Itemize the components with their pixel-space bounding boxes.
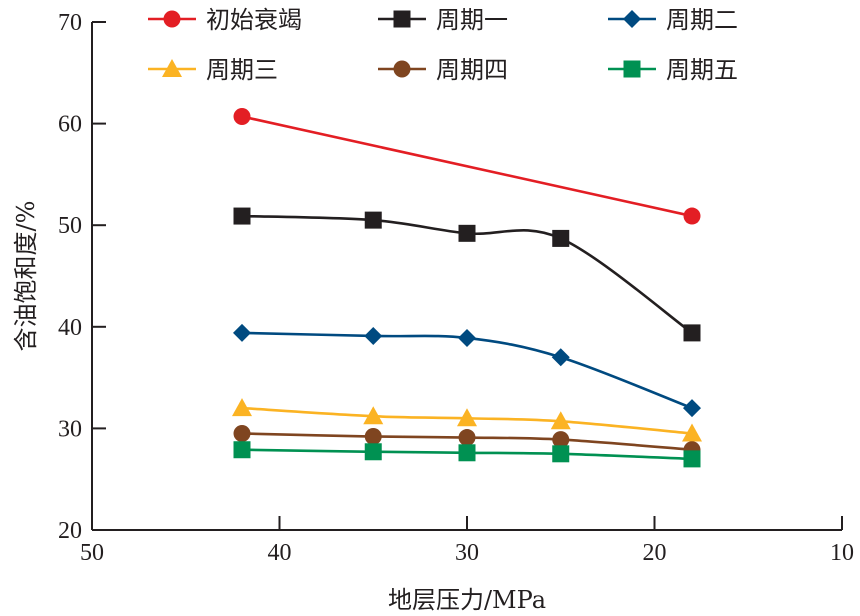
- point-diamond: [683, 399, 701, 418]
- point-diamond: [551, 348, 570, 367]
- point-circle: [552, 431, 570, 449]
- x-tick-label: 50: [80, 540, 104, 566]
- point-triangle: [162, 59, 182, 77]
- legend-item: 周期四: [378, 56, 508, 84]
- legend-item: 周期二: [608, 6, 738, 34]
- axes: 20 30 40 50 60 70 50 40 30 20 10: [58, 10, 854, 566]
- point-diamond: [623, 10, 641, 28]
- legend-label: 初始衰竭: [206, 6, 302, 34]
- point-triangle: [682, 423, 702, 442]
- point-square: [233, 207, 251, 225]
- series-2: [233, 207, 701, 342]
- point-square: [458, 224, 476, 242]
- point-square: [552, 229, 570, 247]
- point-circle: [364, 428, 382, 446]
- point-square: [233, 441, 251, 459]
- x-tick-label: 30: [455, 540, 479, 566]
- series-line: [241, 115, 693, 218]
- legend-label: 周期二: [666, 6, 738, 34]
- y-tick-label: 70: [58, 10, 82, 36]
- legend-label: 周期一: [436, 6, 508, 34]
- point-square: [458, 444, 476, 462]
- point-square: [623, 60, 641, 78]
- legend-item: 周期一: [378, 6, 508, 34]
- y-tick-label: 60: [58, 112, 82, 138]
- point-square: [683, 324, 701, 342]
- legend-item: 周期五: [608, 56, 738, 84]
- point-square: [364, 443, 382, 461]
- legend-item: 初始衰竭: [148, 6, 302, 34]
- x-tick-label: 20: [643, 540, 667, 566]
- legend-label: 周期三: [206, 56, 278, 84]
- point-circle: [393, 60, 411, 78]
- point-triangle: [363, 406, 384, 425]
- point-circle: [163, 10, 181, 28]
- legend-label: 周期五: [666, 56, 738, 84]
- point-circle: [458, 429, 476, 447]
- series-6: [233, 441, 701, 468]
- series-1: [233, 107, 701, 225]
- x-axis-title: 地层压力/MPa: [388, 586, 546, 614]
- y-tick-label: 20: [58, 518, 82, 544]
- y-tick-label: 30: [58, 416, 82, 442]
- point-triangle: [457, 408, 477, 427]
- point-triangle: [550, 411, 571, 430]
- legend-item: 周期三: [148, 56, 278, 84]
- x-tick-label: 40: [268, 540, 292, 566]
- y-tick-label: 40: [58, 315, 82, 341]
- point-square: [393, 10, 411, 28]
- series-layer: [232, 107, 702, 468]
- point-circle: [233, 107, 251, 125]
- series-4: [232, 398, 702, 442]
- x-tick-label: 10: [830, 540, 854, 566]
- point-square: [552, 445, 570, 463]
- y-axis-title: 含油饱和度/%: [12, 201, 40, 352]
- point-triangle: [232, 398, 252, 417]
- point-diamond: [233, 323, 251, 342]
- series-3: [233, 323, 701, 418]
- legend-label: 周期四: [436, 56, 508, 84]
- point-circle: [683, 207, 701, 225]
- point-diamond: [458, 328, 476, 347]
- point-square: [364, 211, 382, 229]
- point-square: [683, 450, 701, 468]
- y-tick-label: 50: [58, 213, 82, 239]
- point-circle: [233, 424, 251, 442]
- point-diamond: [364, 326, 383, 345]
